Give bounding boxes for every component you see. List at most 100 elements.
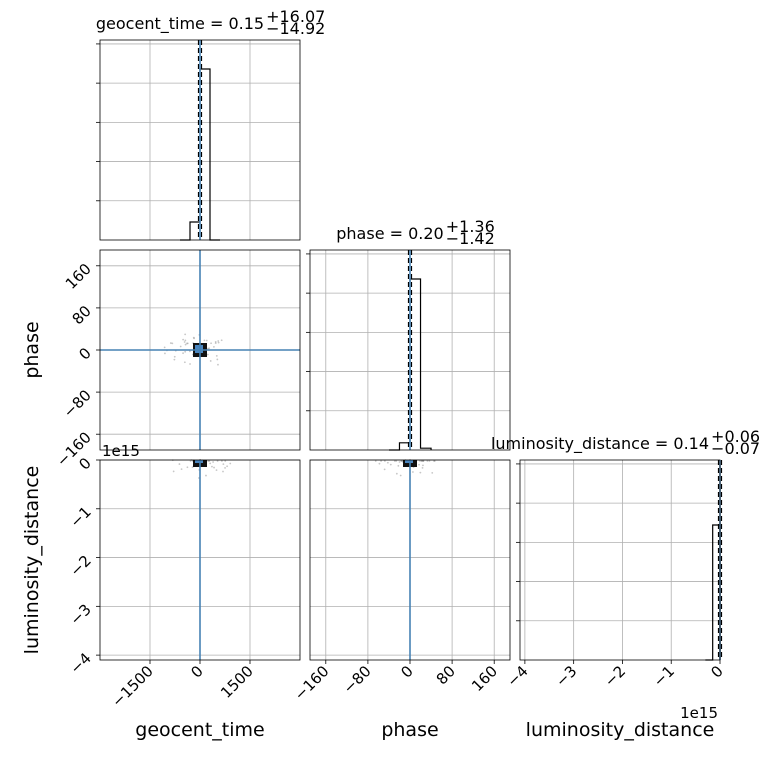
scatter-geocent_time-vs-phase-point	[179, 345, 182, 348]
scatter-geocent_time-vs-phase-point	[173, 358, 176, 361]
scatter-phase-vs-luminosity_distance-point	[380, 460, 382, 462]
scatter-geocent_time-vs-phase-point	[184, 350, 187, 353]
scatter-geocent_time-vs-luminosity_distance-point	[178, 463, 181, 465]
scatter-geocent_time-vs-phase-point	[217, 340, 220, 342]
histogram-luminosity_distance	[705, 524, 721, 661]
scatter-geocent_time-vs-luminosity_distance-point	[221, 460, 223, 462]
scatter-geocent_time-vs-luminosity_distance-point	[186, 466, 189, 469]
scatter-geocent_time-vs-phase-point	[164, 352, 166, 355]
scatter-phase-vs-luminosity_distance-point	[393, 460, 396, 462]
panel-luminosity_distance-frame	[519, 459, 721, 661]
scatter-geocent_time-vs-phase-point	[217, 341, 220, 344]
scatter-phase-vs-luminosity_distance-point	[426, 460, 429, 462]
xtick-label-geocent_time: −1500	[108, 662, 157, 711]
scatter-geocent_time-vs-luminosity_distance-point	[215, 469, 218, 471]
scatter-geocent_time-vs-luminosity_distance-point	[209, 462, 212, 465]
scatter-geocent_time-vs-phase-point	[184, 333, 187, 336]
scatter-phase-vs-luminosity_distance-point	[421, 466, 424, 469]
title-param-geocent_time: geocent_time	[96, 14, 205, 34]
scatter-phase-vs-luminosity_distance-point	[431, 471, 434, 474]
scatter-geocent_time-vs-luminosity_distance-point	[212, 461, 215, 463]
scatter-geocent_time-vs-phase-point	[217, 363, 219, 366]
scatter-phase-vs-luminosity_distance-point	[389, 463, 392, 466]
xtick-label-phase: 160	[468, 662, 501, 695]
xtick-label-phase: 0	[397, 662, 416, 681]
title-plus-phase: +1.36	[446, 217, 495, 236]
offset-text-y: 1e15	[102, 442, 140, 460]
scatter-geocent_time-vs-phase-point	[163, 346, 166, 349]
panel-phase-frame	[309, 249, 511, 451]
scatter-geocent_time-vs-luminosity_distance-point	[216, 460, 219, 462]
ytick-label-luminosity_distance: −1	[66, 503, 94, 531]
scatter-geocent_time-vs-luminosity_distance-point	[180, 468, 183, 471]
scatter-geocent_time-vs-luminosity_distance-point	[213, 466, 215, 469]
xtick-label-phase: 80	[433, 662, 459, 688]
title-median-geocent_time: 0.15	[228, 14, 264, 33]
scatter-geocent_time-vs-luminosity_distance-point	[207, 460, 210, 462]
title-luminosity_distance: luminosity_distance = 0.14	[491, 434, 709, 454]
title-param-phase: phase	[336, 224, 384, 243]
scatter-geocent_time-vs-phase-point	[183, 341, 186, 343]
scatter-phase-vs-luminosity_distance-point	[420, 460, 423, 462]
scatter-geocent_time-vs-phase-point	[189, 350, 191, 353]
ytick-label-luminosity_distance: −3	[66, 600, 94, 628]
scatter-geocent_time-vs-luminosity_distance-point	[222, 470, 224, 473]
title-eq-luminosity_distance: =	[650, 434, 674, 453]
scatter-phase-vs-luminosity_distance-point	[383, 468, 386, 471]
title-median-phase: 0.20	[408, 224, 444, 243]
ytick-label-phase: 80	[69, 302, 95, 328]
ytick-label-phase: −80	[60, 386, 95, 421]
title-minus-geocent_time: −14.92	[266, 19, 325, 38]
scatter-geocent_time-vs-luminosity_distance-point	[222, 463, 225, 466]
xtick-label-luminosity_distance: −1	[650, 662, 678, 690]
scatter-geocent_time-vs-phase-point	[205, 339, 208, 342]
scatter-phase-vs-luminosity_distance-point	[395, 472, 398, 475]
scatter-geocent_time-vs-luminosity_distance-point	[172, 470, 175, 473]
xtick-label-geocent_time: 1500	[217, 662, 257, 702]
scatter-geocent_time-vs-luminosity_distance-point	[224, 467, 226, 469]
scatter-phase-vs-luminosity_distance-point	[395, 460, 398, 462]
scatter-geocent_time-vs-phase-point	[209, 360, 212, 362]
yaxis-label-phase: phase	[21, 321, 43, 378]
panel-geocent_time-frame	[99, 39, 301, 241]
title-median-luminosity_distance: 0.14	[673, 434, 709, 453]
scatter-geocent_time-vs-phase-point	[184, 339, 187, 342]
title-plus-luminosity_distance: +0.06	[711, 427, 760, 446]
mark-layer	[100, 40, 723, 661]
xtick-label-luminosity_distance: −2	[601, 662, 629, 690]
ytick-label-luminosity_distance: −4	[66, 649, 94, 677]
title-geocent_time: geocent_time = 0.15	[96, 14, 264, 34]
scatter-geocent_time-vs-luminosity_distance-point	[205, 474, 207, 477]
scatter-phase-vs-luminosity_distance-point	[418, 463, 420, 466]
title-param-luminosity_distance: luminosity_distance	[491, 434, 650, 454]
scatter-geocent_time-vs-phase-point	[183, 361, 186, 364]
scatter-phase-vs-luminosity_distance-point	[386, 461, 389, 464]
scatter-phase-vs-luminosity_distance-point	[419, 460, 421, 462]
xaxis-label-luminosity_distance: luminosity_distance	[526, 719, 715, 741]
scatter-geocent_time-vs-phase-point	[192, 336, 195, 339]
scatter-phase-vs-luminosity_distance-point	[433, 460, 435, 462]
xtick-label-luminosity_distance: −3	[552, 662, 580, 690]
title-eq-geocent_time: =	[205, 14, 229, 33]
scatter-geocent_time-vs-phase-point	[182, 338, 185, 341]
scatter-phase-vs-luminosity_distance-density-core	[405, 460, 413, 463]
scatter-geocent_time-vs-phase-point	[186, 342, 189, 345]
scatter-geocent_time-vs-phase-point	[184, 343, 187, 346]
scatter-geocent_time-vs-phase-point	[173, 355, 176, 358]
frame-layer	[96, 39, 721, 664]
scatter-geocent_time-vs-luminosity_distance-density-core	[195, 460, 203, 463]
xtick-label-phase: −160	[291, 662, 333, 704]
scatter-geocent_time-vs-phase-point	[213, 346, 215, 348]
xtick-label-geocent_time: 0	[187, 662, 206, 681]
scatter-geocent_time-vs-phase-point	[220, 339, 223, 342]
xaxis-label-phase: phase	[381, 719, 438, 741]
scatter-geocent_time-vs-phase-point	[169, 342, 172, 344]
scatter-geocent_time-vs-phase-point	[214, 342, 217, 345]
scatter-geocent_time-vs-luminosity_distance-point	[191, 466, 194, 469]
scatter-phase-vs-luminosity_distance-point	[397, 464, 400, 467]
title-phase: phase = 0.20	[336, 224, 443, 243]
scatter-geocent_time-vs-phase-point	[215, 354, 218, 357]
ytick-label-luminosity_distance: −2	[66, 552, 94, 580]
title-plus-geocent_time: +16.07	[266, 7, 325, 26]
